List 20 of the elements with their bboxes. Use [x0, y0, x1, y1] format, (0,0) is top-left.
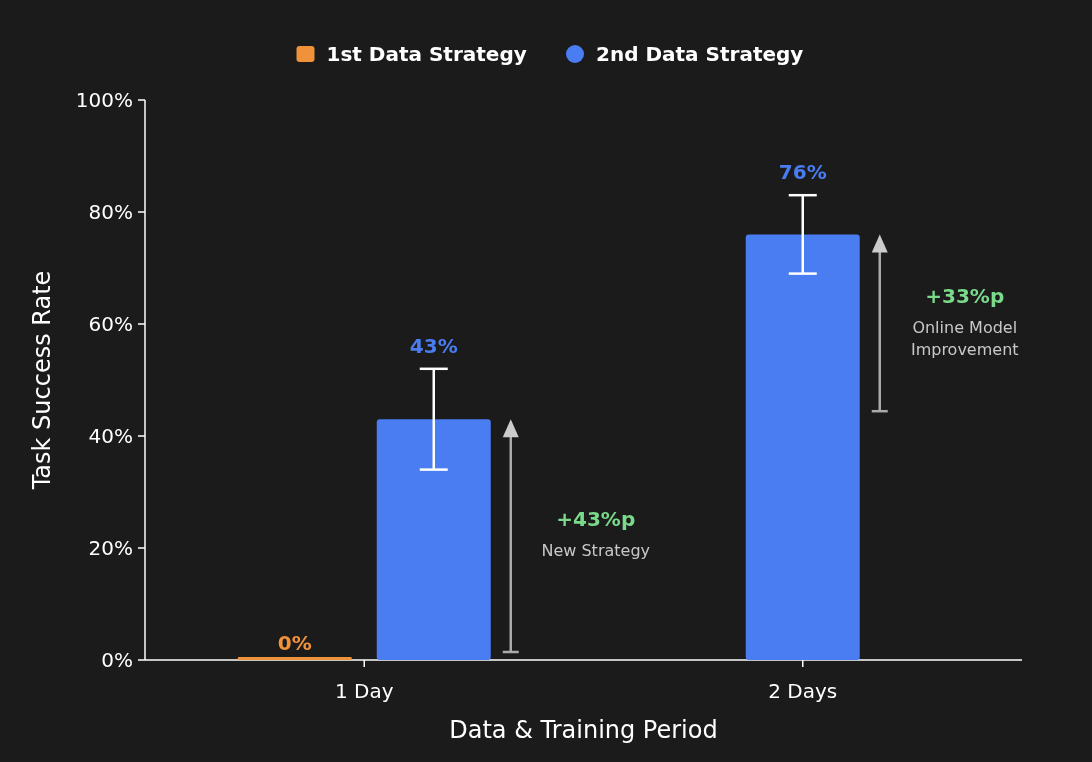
bar	[745, 234, 860, 660]
data-label: 0%	[277, 631, 312, 655]
bar	[376, 419, 491, 660]
annotation: +43%p New Strategy	[541, 506, 651, 560]
annotation: +33%p Online Model Improvement	[910, 283, 1019, 359]
y-axis-title: Task Success Rate	[28, 270, 56, 491]
y-tick-label: 20%	[88, 536, 133, 560]
legend-label: 1st Data Strategy	[326, 42, 527, 66]
data-label: 76%	[778, 160, 827, 185]
y-tick-label: 60%	[88, 312, 133, 336]
x-tick-label: 1 Day	[334, 679, 394, 703]
data-label: 43%	[409, 333, 458, 358]
y-tick-label: 100%	[75, 88, 133, 112]
y-tick-label: 0%	[101, 648, 133, 672]
x-axis-title: Data & Training Period	[449, 716, 718, 744]
x-tick-label: 2 Days	[768, 679, 838, 703]
legend-label: 2nd Data Strategy	[596, 42, 804, 66]
bar	[237, 657, 352, 660]
y-tick-label: 80%	[88, 200, 133, 224]
y-tick-label: 40%	[88, 424, 133, 448]
